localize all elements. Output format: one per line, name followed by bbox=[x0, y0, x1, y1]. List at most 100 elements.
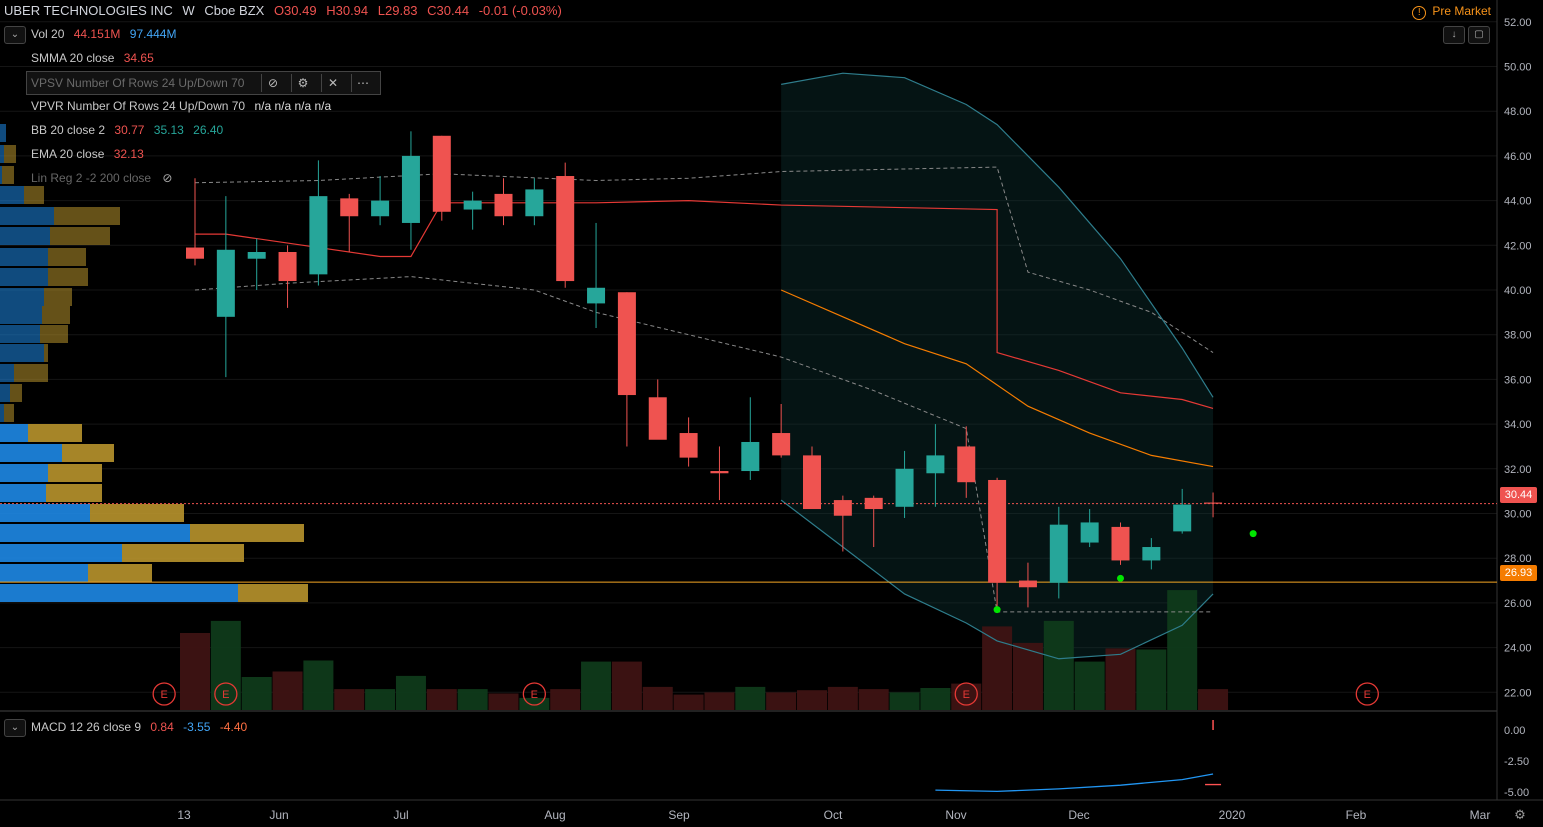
x-tick-label: Sep bbox=[668, 808, 690, 822]
vpvr-up-bar bbox=[0, 186, 24, 204]
candle-body bbox=[371, 200, 390, 217]
earnings-marker-label: E bbox=[160, 689, 167, 701]
candle-body bbox=[741, 441, 760, 472]
pre-market-label: Pre Market bbox=[1432, 4, 1491, 18]
chevron-down-icon: ⌄ bbox=[10, 722, 20, 733]
high-value: H30.94 bbox=[326, 3, 369, 18]
volume-bar bbox=[766, 692, 797, 710]
candle-body bbox=[864, 497, 883, 510]
gear-icon[interactable]: ⚙ bbox=[291, 74, 314, 92]
smma-indicator[interactable]: SMMA 20 close 34.65 bbox=[31, 51, 154, 65]
interval[interactable]: W bbox=[182, 3, 195, 18]
x-tick-label: 2020 bbox=[1219, 808, 1246, 822]
candle-body bbox=[525, 189, 544, 217]
vol-value: 44.151M bbox=[73, 27, 121, 41]
candle bbox=[525, 178, 544, 226]
collapse-indicators-button[interactable]: ⌄ bbox=[4, 26, 26, 44]
vpvr-down-bar bbox=[2, 166, 14, 184]
fullscreen-icon: ▢ bbox=[1474, 29, 1484, 40]
low-value: L29.83 bbox=[377, 3, 418, 18]
bb-upper-line bbox=[781, 72, 1214, 398]
scroll-down-button[interactable]: ↓ bbox=[1443, 26, 1465, 44]
chart-grid bbox=[0, 0, 1543, 801]
vpvr-down-bar bbox=[50, 227, 110, 245]
fullscreen-button[interactable]: ▢ bbox=[1468, 26, 1490, 44]
vpvr-down-bar bbox=[42, 306, 70, 324]
candle-body bbox=[710, 471, 729, 474]
vpvr-down-bar bbox=[122, 544, 244, 562]
volume-bar bbox=[426, 689, 457, 710]
vpvr-up-bar bbox=[0, 364, 14, 382]
y-tick-label: 46.00 bbox=[1504, 151, 1532, 163]
volume-bar bbox=[365, 689, 396, 710]
earnings-marker bbox=[152, 682, 176, 706]
candle bbox=[1018, 562, 1037, 608]
vpvr-up-bar bbox=[0, 484, 46, 502]
symbol-name[interactable]: UBER TECHNOLOGIES INC bbox=[4, 3, 173, 18]
candle bbox=[926, 424, 945, 507]
candle bbox=[741, 397, 760, 480]
settings-gear-icon[interactable]: ⚙ bbox=[1514, 808, 1526, 823]
y-tick-label: 40.00 bbox=[1504, 285, 1532, 297]
candle bbox=[1173, 488, 1192, 534]
candles bbox=[186, 131, 1223, 610]
collapse-macd-button[interactable]: ⌄ bbox=[4, 719, 26, 737]
vpvr-down-bar bbox=[46, 484, 102, 502]
more-icon[interactable]: ⋯ bbox=[351, 74, 374, 92]
macd-line-value: -3.55 bbox=[183, 720, 211, 734]
candle bbox=[216, 196, 235, 378]
ema-indicator[interactable]: EMA 20 close 32.13 bbox=[31, 147, 144, 161]
vpvr-up-bar bbox=[0, 544, 122, 562]
x-tick-label: Jul bbox=[393, 808, 408, 822]
signal-dot bbox=[1117, 574, 1124, 582]
volume-bar bbox=[1136, 649, 1167, 710]
candle bbox=[401, 131, 420, 250]
candle bbox=[371, 176, 390, 226]
candle-body bbox=[494, 193, 513, 217]
pre-market-badge[interactable]: ! Pre Market bbox=[1412, 4, 1491, 20]
vpvr-up-bar bbox=[0, 464, 48, 482]
vpvr-down-bar bbox=[48, 248, 86, 266]
bb-indicator[interactable]: BB 20 close 2 30.77 35.13 26.40 bbox=[31, 123, 223, 137]
vpvr-value: n/a n/a n/a n/a bbox=[254, 99, 332, 113]
smma-value: 34.65 bbox=[123, 51, 154, 65]
earnings-marker bbox=[214, 682, 238, 706]
eye-hidden-icon[interactable]: ⊘ bbox=[261, 74, 284, 92]
eye-hidden-icon[interactable]: ⊘ bbox=[162, 171, 173, 185]
candle-body bbox=[1080, 522, 1099, 543]
vpvr-down-bar bbox=[190, 524, 304, 542]
vpvr-down-bar bbox=[62, 444, 114, 462]
volume-bar bbox=[241, 677, 272, 710]
vpvr-down-bar bbox=[28, 424, 82, 442]
volume-bar bbox=[642, 686, 673, 710]
vol-indicator[interactable]: Vol 20 44.151M 97.444M bbox=[31, 27, 176, 41]
vpvr-down-bar bbox=[54, 207, 120, 225]
candle bbox=[1204, 492, 1223, 518]
earnings-marker bbox=[954, 682, 978, 706]
vpvr-up-bar bbox=[0, 145, 4, 163]
vpsv-indicator-row[interactable]: VPSV Number Of Rows 24 Up/Down 70 ⊘ ⚙ ✕ … bbox=[26, 71, 381, 95]
candle-body bbox=[1173, 504, 1192, 532]
candle bbox=[895, 450, 914, 518]
macd-indicator[interactable]: MACD 12 26 close 9 0.84 -3.55 -4.40 bbox=[31, 720, 247, 734]
macd-line bbox=[935, 773, 1214, 793]
symbol-header: UBER TECHNOLOGIES INC W Cboe BZX O30.49 … bbox=[4, 3, 568, 18]
x-tick-label: 13 bbox=[177, 808, 191, 822]
vpsv-label: VPSV Number Of Rows 24 Up/Down 70 bbox=[31, 76, 245, 90]
level-price-tag: 26.93 bbox=[1500, 565, 1537, 581]
macd-tick-label: -2.50 bbox=[1504, 756, 1529, 768]
candle-body bbox=[1049, 524, 1068, 583]
vpvr-down-bar bbox=[10, 384, 22, 402]
vpvr-down-bar bbox=[48, 464, 102, 482]
vpvr-up-bar bbox=[0, 288, 44, 306]
linreg-indicator[interactable]: Lin Reg 2 -2 200 close ⊘ bbox=[31, 171, 172, 185]
vol-label: Vol 20 bbox=[31, 27, 65, 41]
vpvr-indicator[interactable]: VPVR Number Of Rows 24 Up/Down 70 n/a n/… bbox=[31, 99, 331, 113]
x-tick-label: Jun bbox=[269, 808, 288, 822]
volume-bar bbox=[982, 626, 1013, 710]
candle bbox=[1049, 506, 1068, 599]
close-icon[interactable]: ✕ bbox=[321, 74, 344, 92]
candle bbox=[833, 495, 852, 552]
candle bbox=[463, 191, 482, 230]
